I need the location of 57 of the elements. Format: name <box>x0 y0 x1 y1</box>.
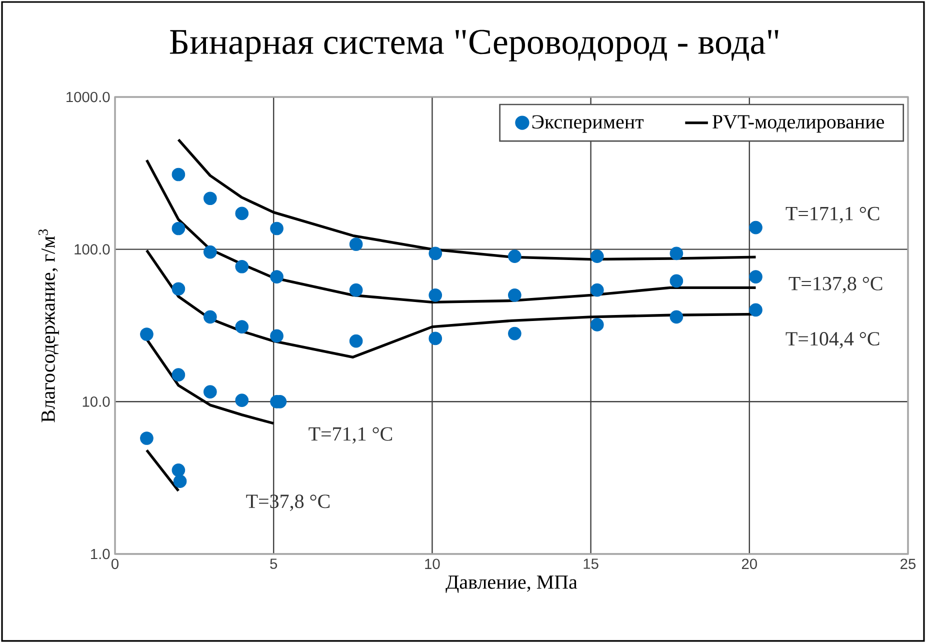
legend-label: Эксперимент <box>532 115 644 133</box>
point <box>140 328 154 341</box>
point <box>670 246 684 260</box>
point <box>140 432 154 445</box>
point <box>508 250 522 263</box>
y-tick-label: 10.0 <box>82 396 110 407</box>
point <box>203 385 217 399</box>
point <box>508 288 522 302</box>
x-tick-label: 10 <box>425 558 440 570</box>
point <box>203 192 217 206</box>
line-series <box>145 158 758 304</box>
point <box>172 464 186 477</box>
point <box>428 332 442 346</box>
point <box>203 245 217 259</box>
x-tick-label: 20 <box>742 558 757 570</box>
point <box>270 270 284 284</box>
point <box>235 320 249 334</box>
point <box>428 246 442 260</box>
point <box>203 310 217 324</box>
point <box>428 288 442 302</box>
point <box>270 222 284 236</box>
x-tick-label: 25 <box>900 558 916 570</box>
point <box>235 394 249 408</box>
legend-label: PVT-моделирование <box>712 115 884 133</box>
point <box>235 206 249 220</box>
x-axis-title: Давление, МПа <box>446 576 578 593</box>
x-tick-label: 15 <box>584 558 598 569</box>
y-tick-label: 1.0 <box>91 548 110 560</box>
point <box>172 168 186 182</box>
point <box>670 310 684 324</box>
y-tick-label: 100.0 <box>74 244 110 255</box>
point <box>349 283 363 297</box>
y-tick-label: 1000.0 <box>66 92 110 102</box>
point <box>590 250 604 263</box>
point <box>172 282 186 296</box>
annotation: T=104,4 °C <box>786 332 880 348</box>
point <box>270 329 284 343</box>
annotation: T=171,1 °C <box>786 206 880 224</box>
point <box>235 260 249 274</box>
annotation: T=71,1 °C <box>308 427 392 444</box>
point <box>349 334 363 348</box>
point <box>508 326 522 340</box>
point <box>749 303 762 317</box>
point <box>749 270 762 284</box>
annotation: T=137,8 °C <box>788 276 882 294</box>
point <box>173 474 187 488</box>
x-tick-label: 5 <box>270 558 278 569</box>
point <box>172 222 186 236</box>
point <box>349 238 363 251</box>
point <box>172 368 186 382</box>
y-axis-title: Влагосодержание, г/м$^{3}$ <box>38 229 59 422</box>
chart-title: Бинарная система "Сероводород - вода" <box>170 30 778 62</box>
x-tick-label: 0 <box>111 558 118 570</box>
point <box>670 274 684 288</box>
point <box>590 283 604 297</box>
point <box>749 220 762 234</box>
point <box>590 318 604 332</box>
